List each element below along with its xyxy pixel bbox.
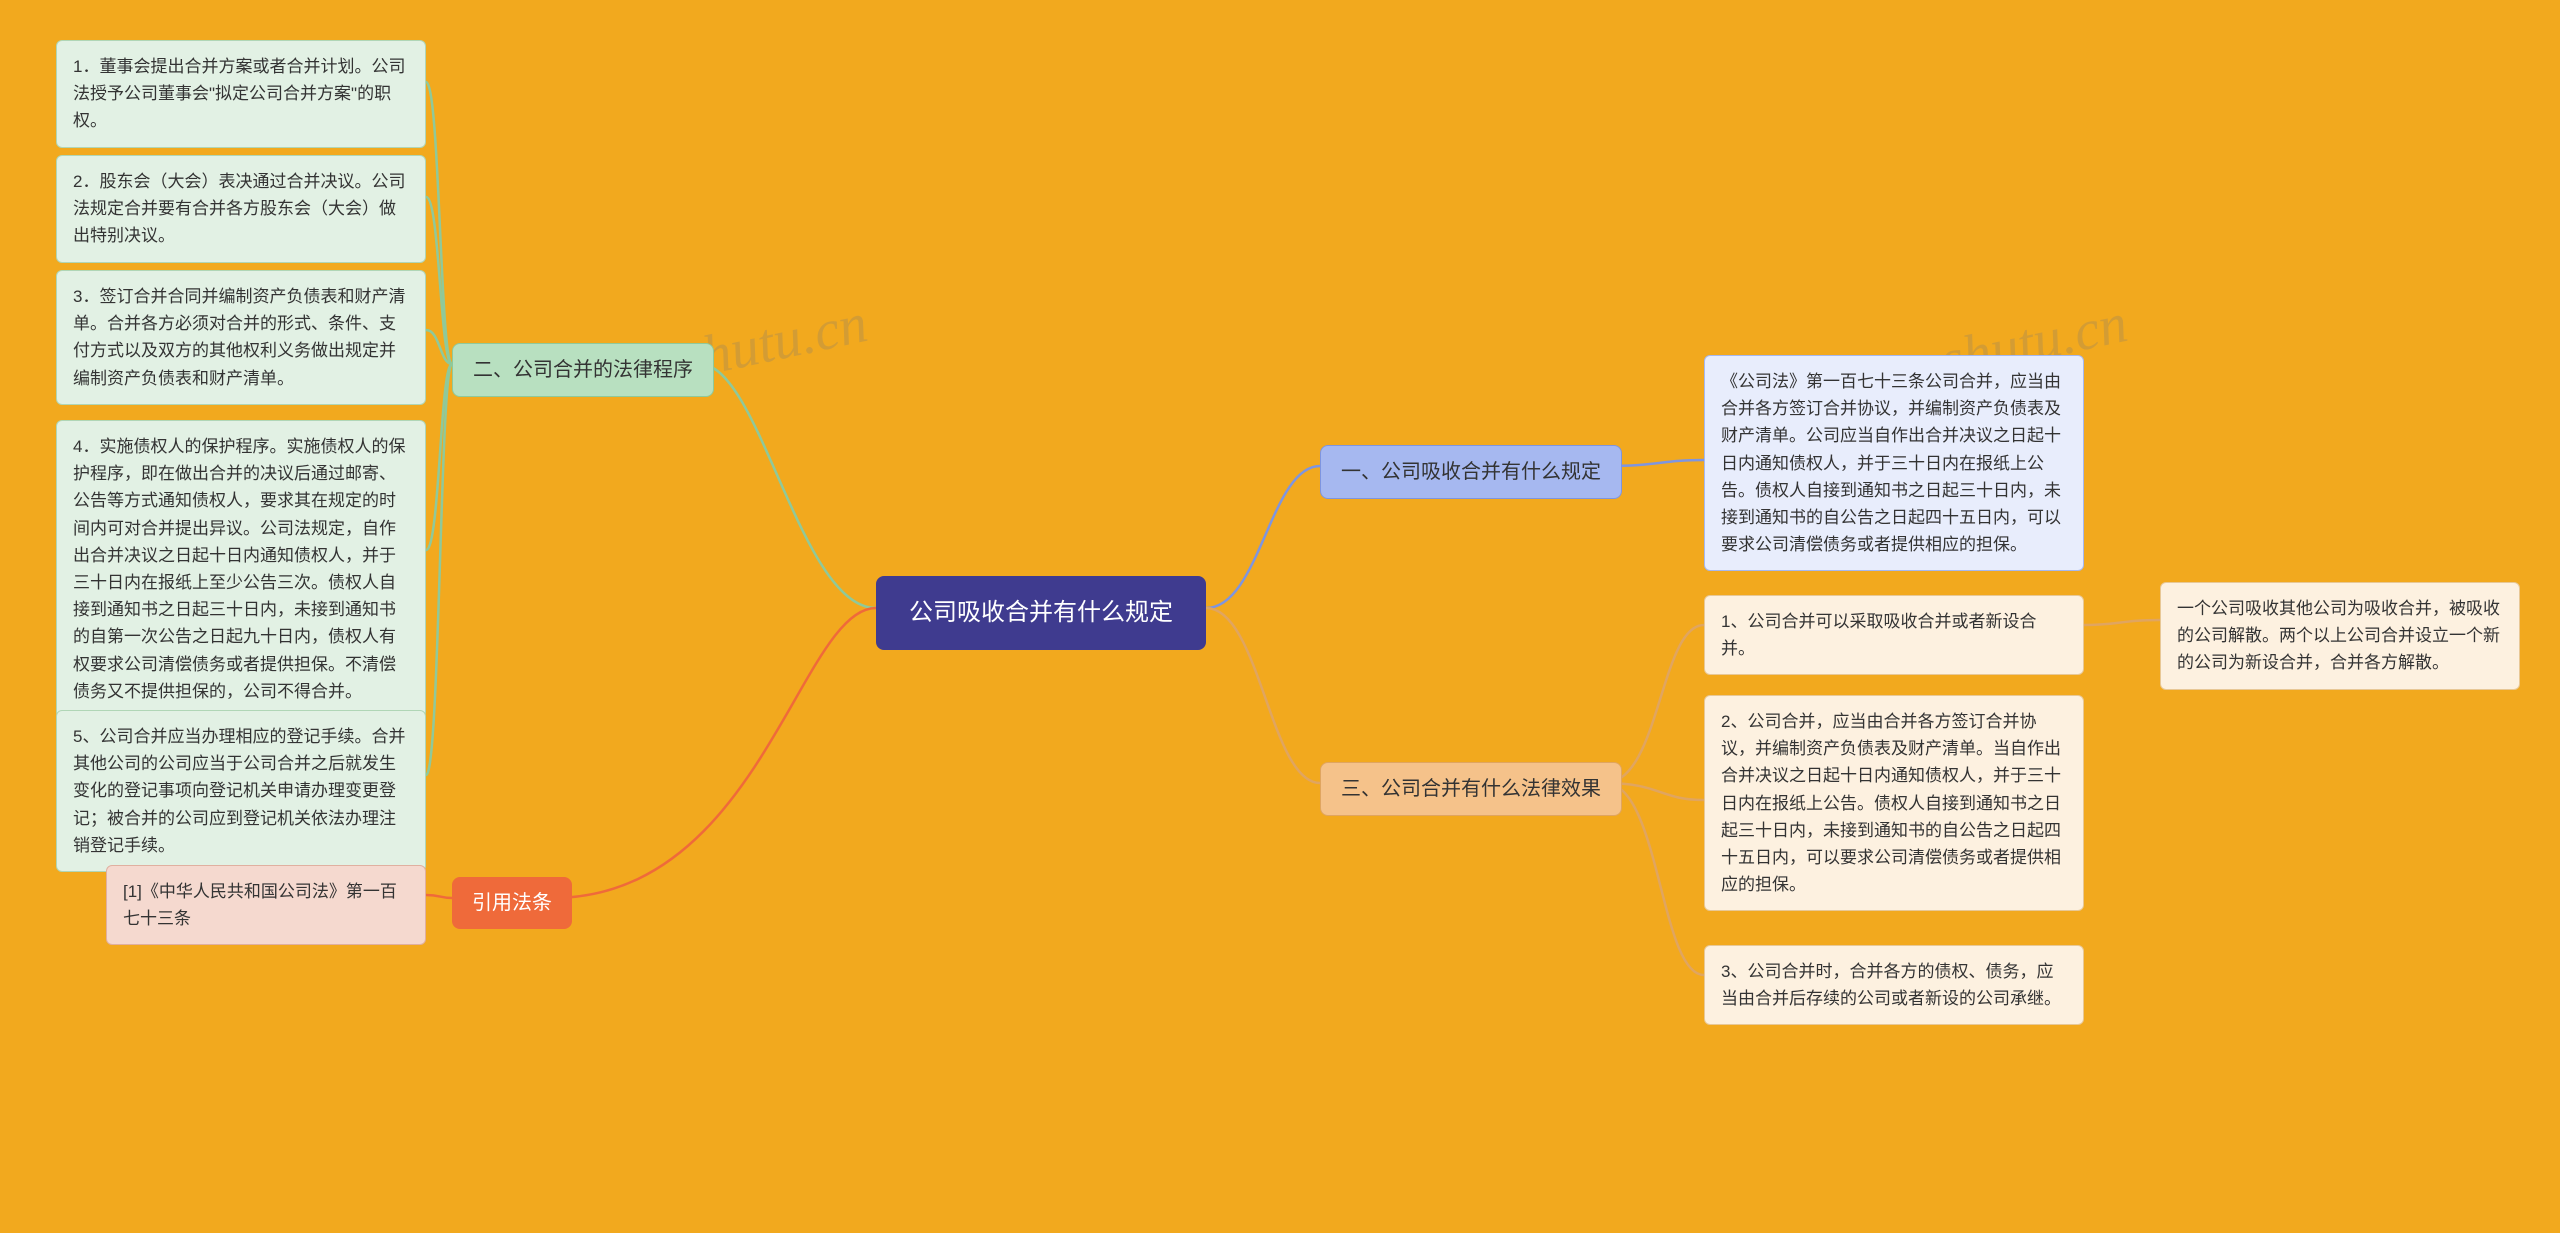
leaf-text: 《公司法》第一百七十三条公司合并，应当由合并各方签订合并协议，并编制资产负债表及… — [1721, 372, 2061, 554]
leaf-s2-1[interactable]: 1．董事会提出合并方案或者合并计划。公司法授予公司董事会"拟定公司合并方案"的职… — [56, 40, 426, 148]
branch-section-2[interactable]: 二、公司合并的法律程序 — [452, 343, 714, 397]
leaf-text: 3．签订合并合同并编制资产负债表和财产清单。合并各方必须对合并的形式、条件、支付… — [73, 287, 405, 388]
leaf-s2-3[interactable]: 3．签订合并合同并编制资产负债表和财产清单。合并各方必须对合并的形式、条件、支付… — [56, 270, 426, 405]
branch-reference[interactable]: 引用法条 — [452, 877, 572, 929]
branch-section-1[interactable]: 一、公司吸收合并有什么规定 — [1320, 445, 1622, 499]
leaf-s3-3[interactable]: 3、公司合并时，合并各方的债权、债务，应当由合并后存续的公司或者新设的公司承继。 — [1704, 945, 2084, 1025]
branch-label: 引用法条 — [472, 892, 552, 914]
branch-label: 三、公司合并有什么法律效果 — [1341, 778, 1601, 800]
leaf-s3-1-1[interactable]: 一个公司吸收其他公司为吸收合并，被吸收的公司解散。两个以上公司合并设立一个新的公… — [2160, 582, 2520, 690]
leaf-text: 4．实施债权人的保护程序。实施债权人的保护程序，即在做出合并的决议后通过邮寄、公… — [73, 437, 405, 701]
leaf-text: 2．股东会（大会）表决通过合并决议。公司法规定合并要有合并各方股东会（大会）做出… — [73, 172, 405, 245]
leaf-s1-1[interactable]: 《公司法》第一百七十三条公司合并，应当由合并各方签订合并协议，并编制资产负债表及… — [1704, 355, 2084, 571]
root-node[interactable]: 公司吸收合并有什么规定 — [876, 576, 1206, 650]
leaf-text: 1、公司合并可以采取吸收合并或者新设合并。 — [1721, 612, 2036, 658]
branch-label: 一、公司吸收合并有什么规定 — [1341, 461, 1601, 483]
leaf-s2-5[interactable]: 5、公司合并应当办理相应的登记手续。合并其他公司的公司应当于公司合并之后就发生变… — [56, 710, 426, 872]
leaf-s3-2[interactable]: 2、公司合并，应当由合并各方签订合并协议，并编制资产负债表及财产清单。当自作出合… — [1704, 695, 2084, 911]
leaf-s2-2[interactable]: 2．股东会（大会）表决通过合并决议。公司法规定合并要有合并各方股东会（大会）做出… — [56, 155, 426, 263]
leaf-ref-1[interactable]: [1]《中华人民共和国公司法》第一百七十三条 — [106, 865, 426, 945]
branch-label: 二、公司合并的法律程序 — [473, 359, 693, 381]
leaf-text: [1]《中华人民共和国公司法》第一百七十三条 — [123, 882, 397, 928]
leaf-s2-4[interactable]: 4．实施债权人的保护程序。实施债权人的保护程序，即在做出合并的决议后通过邮寄、公… — [56, 420, 426, 718]
leaf-text: 5、公司合并应当办理相应的登记手续。合并其他公司的公司应当于公司合并之后就发生变… — [73, 727, 405, 855]
leaf-text: 一个公司吸收其他公司为吸收合并，被吸收的公司解散。两个以上公司合并设立一个新的公… — [2177, 599, 2500, 672]
branch-section-3[interactable]: 三、公司合并有什么法律效果 — [1320, 762, 1622, 816]
root-label: 公司吸收合并有什么规定 — [909, 599, 1173, 626]
leaf-s3-1[interactable]: 1、公司合并可以采取吸收合并或者新设合并。 — [1704, 595, 2084, 675]
leaf-text: 3、公司合并时，合并各方的债权、债务，应当由合并后存续的公司或者新设的公司承继。 — [1721, 962, 2061, 1008]
leaf-text: 2、公司合并，应当由合并各方签订合并协议，并编制资产负债表及财产清单。当自作出合… — [1721, 712, 2061, 894]
leaf-text: 1．董事会提出合并方案或者合并计划。公司法授予公司董事会"拟定公司合并方案"的职… — [73, 57, 405, 130]
